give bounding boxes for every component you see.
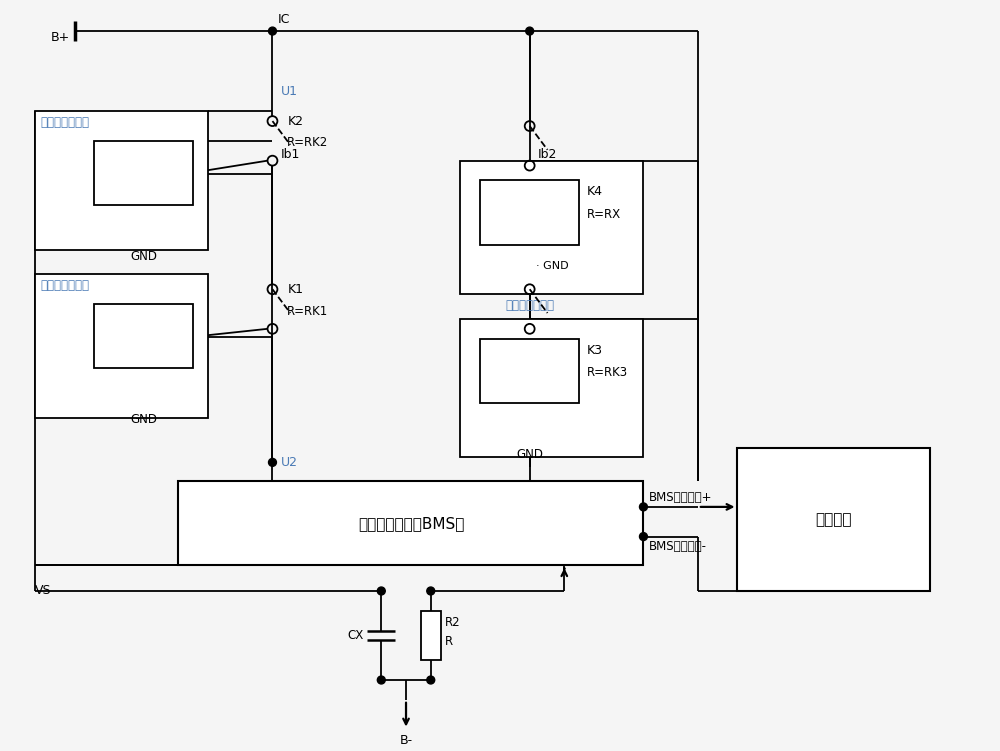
Text: BMS供电输出+: BMS供电输出+ <box>648 491 712 504</box>
Text: U2: U2 <box>280 456 297 469</box>
Text: R=RK2: R=RK2 <box>287 137 329 149</box>
Text: R: R <box>445 635 453 649</box>
Bar <box>178 481 643 566</box>
Text: · GND: · GND <box>536 261 568 270</box>
Text: GND: GND <box>516 448 543 460</box>
Text: 继电器输出控制: 继电器输出控制 <box>40 116 89 129</box>
Text: GND: GND <box>130 413 157 426</box>
Text: IC: IC <box>277 13 290 26</box>
Text: B+: B+ <box>50 31 70 44</box>
Text: 继电器输出控制: 继电器输出控制 <box>505 299 554 312</box>
Text: CX: CX <box>347 629 363 642</box>
Bar <box>460 161 643 294</box>
Circle shape <box>427 676 435 684</box>
Circle shape <box>639 532 647 541</box>
Text: R=RK1: R=RK1 <box>287 304 329 318</box>
Text: 电池管理系统（BMS）: 电池管理系统（BMS） <box>358 516 464 531</box>
Text: 继电器输出控制: 继电器输出控制 <box>40 279 89 292</box>
Text: BMS供电输出-: BMS供电输出- <box>648 539 706 553</box>
Circle shape <box>377 587 385 595</box>
Bar <box>94 304 193 369</box>
Circle shape <box>526 27 534 35</box>
Circle shape <box>377 676 385 684</box>
Bar <box>94 141 193 205</box>
Text: K4: K4 <box>587 185 603 198</box>
Text: GND: GND <box>130 249 157 263</box>
Text: R=RK3: R=RK3 <box>587 366 628 379</box>
Bar <box>35 111 208 249</box>
Bar <box>460 319 643 457</box>
Text: Ib2: Ib2 <box>538 148 557 161</box>
Bar <box>421 611 441 660</box>
Bar <box>480 339 579 403</box>
Text: R=RX: R=RX <box>587 208 621 221</box>
Bar <box>480 180 579 245</box>
Text: R2: R2 <box>445 616 460 629</box>
Bar <box>35 274 208 418</box>
Circle shape <box>269 27 276 35</box>
Text: Ib1: Ib1 <box>280 148 300 161</box>
Text: U1: U1 <box>280 86 297 98</box>
Text: 整车用电: 整车用电 <box>815 512 852 527</box>
Text: VS: VS <box>35 584 52 598</box>
Text: K2: K2 <box>287 115 303 128</box>
Text: K1: K1 <box>287 283 303 296</box>
Text: B-: B- <box>399 734 413 747</box>
Circle shape <box>427 587 435 595</box>
Bar <box>737 448 930 591</box>
Circle shape <box>639 503 647 511</box>
Text: K3: K3 <box>587 344 603 357</box>
Circle shape <box>269 458 276 466</box>
